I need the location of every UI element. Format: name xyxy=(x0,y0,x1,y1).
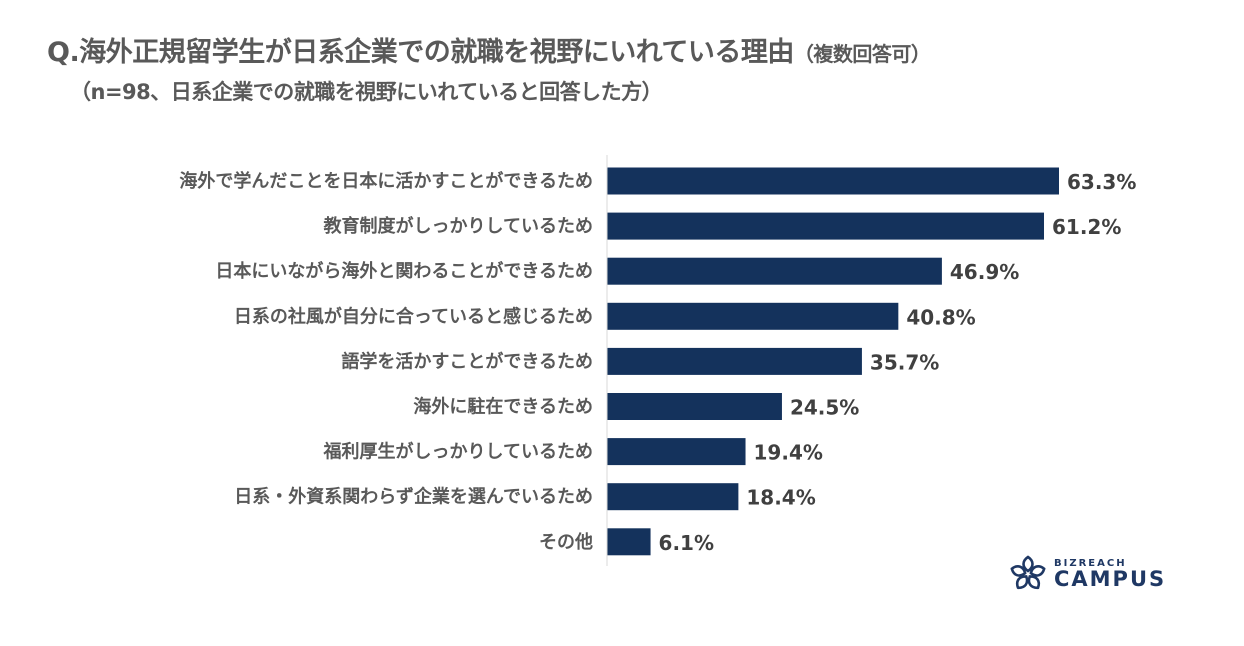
title-note: （複数回答可） xyxy=(793,42,931,66)
logo-brand-small: BIZREACH xyxy=(1054,557,1127,569)
data-label: 46.9% xyxy=(950,260,1019,284)
bar xyxy=(607,302,899,330)
category-label: 福利厚生がしっかりしているため xyxy=(323,441,593,463)
data-label: 19.4% xyxy=(754,441,823,465)
flower-icon xyxy=(1010,555,1046,590)
data-label: 24.5% xyxy=(790,396,859,420)
category-label: 海外に駐在できるため xyxy=(413,396,593,418)
bar xyxy=(607,347,862,375)
category-label: 海外で学んだことを日本に活かすことができるため xyxy=(179,170,593,192)
category-label: その他 xyxy=(539,531,593,553)
chart-title: Q.海外正規留学生が日系企業での就職を視野にいれている理由（複数回答可） xyxy=(47,30,931,69)
category-label: 日系・外資系関わらず企業を選んでいるため xyxy=(234,486,593,508)
bar xyxy=(607,167,1059,195)
chart-subtitle: （n=98、日系企業での就職を視野にいれていると回答した方） xyxy=(70,80,663,104)
data-label: 61.2% xyxy=(1052,215,1121,239)
bizreach-campus-logo: BIZREACH CAMPUS xyxy=(1008,553,1166,593)
category-label: 語学を活かすことができるため xyxy=(341,350,593,372)
bar xyxy=(607,528,651,556)
data-label: 40.8% xyxy=(906,305,975,329)
title-main: Q.海外正規留学生が日系企業での就職を視野にいれている理由 xyxy=(47,37,794,68)
category-label: 日系の社風が自分に合っていると感じるため xyxy=(234,305,593,327)
category-label: 日本にいながら海外と関わることができるため xyxy=(215,260,593,282)
bar xyxy=(607,212,1045,240)
bar xyxy=(607,438,746,466)
bar xyxy=(607,393,782,420)
bar xyxy=(607,257,942,285)
data-label: 6.1% xyxy=(659,531,714,555)
bar xyxy=(607,483,739,511)
data-label: 35.7% xyxy=(870,350,939,374)
data-label: 18.4% xyxy=(746,486,815,510)
data-label: 63.3% xyxy=(1067,170,1136,194)
logo-brand-large: CAMPUS xyxy=(1054,566,1167,591)
category-label: 教育制度がしっかりしているため xyxy=(324,215,593,237)
